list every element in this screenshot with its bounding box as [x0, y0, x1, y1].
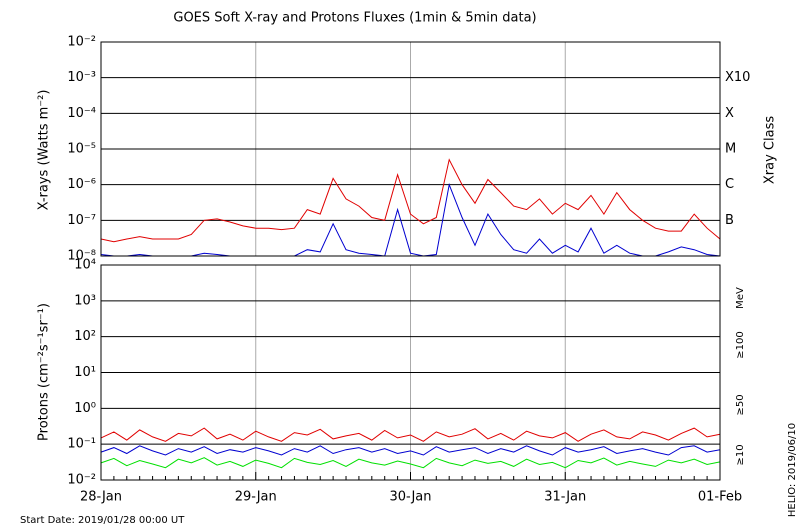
class-label: C [725, 177, 734, 192]
y-tick-label: 10⁻³ [67, 70, 96, 85]
y-tick-label: 10⁻² [67, 473, 96, 488]
class-label: X [725, 106, 734, 121]
class-label: X10 [725, 70, 750, 85]
y-tick-label: 10² [74, 329, 96, 344]
series-line [100, 427, 721, 442]
x-tick-label: 31-Jan [544, 490, 586, 505]
y-tick-label: 10⁻⁶ [67, 177, 96, 192]
y-tick-label: 10⁻² [67, 35, 96, 50]
legend-entry: ≥10 [735, 444, 746, 465]
y-tick-label: 10⁴ [74, 258, 96, 273]
y-axis-label: Protons (cm⁻²s⁻¹sr⁻¹) [37, 303, 52, 441]
y-tick-label: 10¹ [74, 365, 96, 380]
legend-entry: ≥100 [735, 331, 746, 358]
x-tick-label: 29-Jan [235, 490, 277, 505]
series-line [100, 457, 721, 469]
x-tick-label: 28-Jan [80, 490, 122, 505]
plot-frame [100, 41, 721, 257]
series-line [100, 158, 721, 243]
y-tick-label: 10⁻¹ [67, 437, 96, 452]
y-tick-label: 10⁰ [74, 401, 96, 416]
y-tick-label: 10⁻⁴ [67, 106, 96, 121]
x-tick-label: 01-Feb [698, 490, 742, 505]
side-note: HELIO: 2019/06/10 [787, 423, 798, 517]
class-label: M [725, 142, 736, 157]
footer: Start Date: 2019/01/28 00:00 UT [20, 515, 185, 526]
series-line [100, 182, 721, 257]
y2-axis-label: Xray Class [763, 116, 778, 184]
legend-entry: ≥50 [735, 394, 746, 415]
y-tick-label: 10³ [74, 293, 96, 308]
y-tick-label: 10⁻⁵ [67, 142, 96, 157]
class-label: B [725, 213, 734, 228]
y-axis-label: X-rays (Watts m⁻²) [37, 90, 52, 211]
chart-title: GOES Soft X-ray and Protons Fluxes (1min… [173, 11, 536, 26]
series-line [100, 445, 721, 456]
y-tick-label: 10⁻⁸ [67, 249, 96, 264]
unit-label: MeV [735, 287, 746, 309]
x-tick-label: 30-Jan [390, 490, 432, 505]
y-tick-label: 10⁻⁷ [67, 213, 96, 228]
